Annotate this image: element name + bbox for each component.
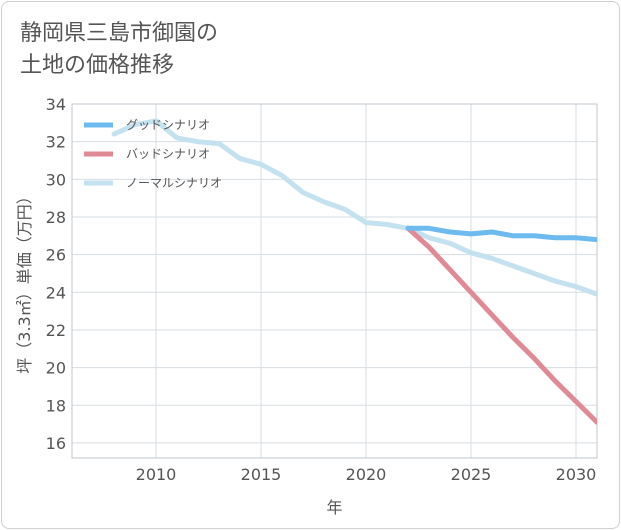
legend-label-2: ノーマルシナリオ (126, 176, 222, 190)
x-tick-label-2025: 2025 (451, 465, 492, 484)
x-tick-label-2020: 2020 (346, 465, 387, 484)
tick-labels: 16 18 20 22 24 26 28 30 32 34 2010 2015 2020 2025 2030 (46, 95, 597, 484)
series-line-2 (111, 118, 597, 297)
series-layer (111, 118, 597, 425)
chart-title-line-2: 土地の価格推移 (20, 53, 175, 78)
y-tick-label-32: 32 (46, 133, 66, 152)
x-axis-label: 年 (326, 498, 342, 517)
y-tick-label-18: 18 (46, 396, 66, 415)
x-tick-label-2010: 2010 (136, 465, 177, 484)
plot-area (71, 103, 598, 459)
y-axis-label: 坪（3.3㎡）単価（万円） (15, 188, 34, 373)
chart-title: 静岡県三島市御園の 土地の価格推移 (20, 18, 218, 82)
y-tick-label-28: 28 (46, 208, 66, 227)
series-line-1 (405, 225, 597, 425)
y-tick-label-24: 24 (46, 283, 66, 302)
y-tick-label-30: 30 (46, 170, 66, 189)
y-tick-label-34: 34 (46, 95, 66, 114)
y-tick-label-20: 20 (46, 359, 66, 378)
x-tick-label-2015: 2015 (241, 465, 282, 484)
y-tick-label-22: 22 (46, 321, 66, 340)
legend-label-0: グッドシナリオ (126, 118, 210, 132)
y-tick-label-26: 26 (46, 246, 66, 265)
series-line-0 (405, 225, 597, 243)
y-tick-label-16: 16 (46, 434, 66, 453)
x-tick-label-2030: 2030 (556, 465, 597, 484)
grid (72, 103, 597, 458)
chart-title-line-1: 静岡県三島市御園の (20, 21, 219, 46)
legend-label-1: バッドシナリオ (126, 147, 210, 161)
